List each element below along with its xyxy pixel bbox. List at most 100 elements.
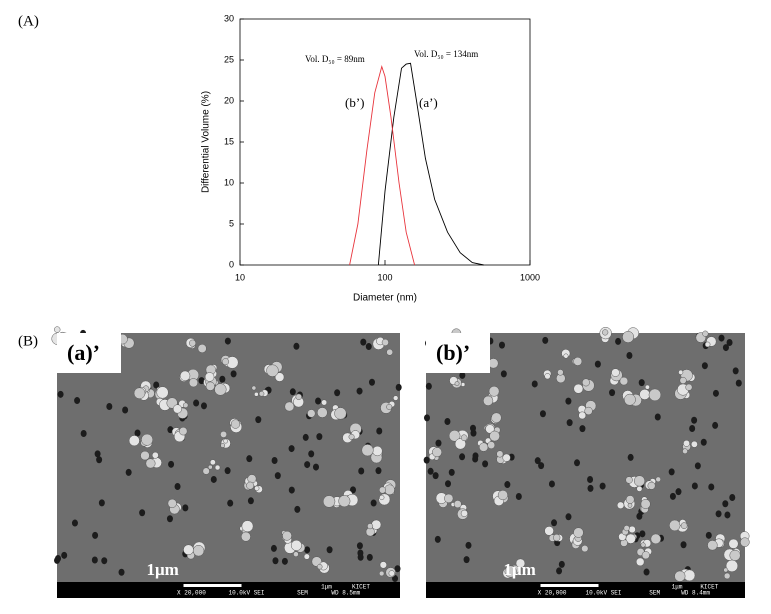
particle [189, 339, 197, 347]
pore [732, 367, 739, 375]
pore [691, 482, 698, 490]
pore [96, 456, 103, 464]
particle [728, 538, 739, 549]
image-label: (a)’ [67, 340, 100, 365]
particle [488, 385, 500, 397]
particle [740, 537, 750, 547]
particle [611, 368, 620, 377]
pore [356, 542, 363, 550]
pore [515, 492, 522, 500]
particle [379, 486, 386, 494]
particle [254, 485, 260, 491]
y-tick-label: 10 [224, 177, 234, 187]
particle [679, 376, 687, 384]
pore [316, 433, 323, 441]
info-text: 1μm [672, 584, 683, 591]
pore [71, 519, 78, 527]
pore [281, 557, 288, 565]
particle [379, 561, 387, 569]
pore [705, 531, 712, 539]
pore [315, 397, 322, 405]
plot-frame [239, 18, 531, 266]
particle [179, 370, 191, 381]
pore [360, 338, 367, 346]
particle [307, 409, 316, 418]
particle [378, 570, 385, 577]
particle [393, 395, 399, 401]
pore [626, 352, 633, 360]
particle [254, 392, 259, 397]
particle [680, 522, 688, 529]
pore [210, 475, 217, 483]
pore [712, 389, 719, 397]
pore [182, 504, 189, 512]
particle [483, 395, 494, 406]
info-text: X 20,000 [538, 590, 567, 597]
particle [156, 386, 169, 399]
particle [322, 495, 336, 508]
x-tick-label: 1000 [520, 272, 540, 282]
particle [644, 384, 650, 390]
pore [691, 416, 698, 424]
particle [432, 447, 442, 458]
particle [725, 559, 739, 573]
pore [724, 511, 731, 519]
particle [207, 464, 213, 470]
particle [282, 530, 292, 541]
pore [448, 468, 455, 476]
particle [209, 459, 216, 466]
particle [128, 435, 140, 447]
particle [348, 433, 355, 440]
pore [539, 410, 546, 418]
pore [394, 565, 401, 573]
particle [246, 481, 255, 490]
pore [638, 379, 645, 387]
particle [311, 556, 322, 567]
info-text: SEM [649, 590, 660, 597]
particle [230, 419, 241, 429]
particle [627, 503, 633, 508]
particle [690, 440, 698, 448]
pore [219, 375, 226, 383]
particle [241, 520, 254, 533]
pore [57, 390, 64, 398]
particle [167, 498, 177, 508]
pore [91, 556, 98, 564]
pore [271, 457, 278, 465]
particle [316, 407, 328, 418]
particle [581, 544, 589, 553]
pore [735, 379, 742, 387]
particle [628, 525, 636, 534]
pore [643, 568, 650, 576]
particle [372, 445, 383, 457]
pore [101, 557, 108, 565]
pore [193, 399, 200, 407]
particle [274, 372, 285, 382]
pore [729, 494, 736, 502]
particle [381, 338, 389, 346]
particle [489, 430, 500, 442]
pore [255, 416, 262, 424]
particle [485, 424, 495, 434]
particle [504, 565, 517, 578]
label-box [426, 333, 490, 373]
pore [459, 371, 466, 379]
pore [636, 512, 643, 520]
pore [198, 377, 205, 385]
particle [222, 358, 230, 366]
particle [367, 523, 374, 530]
particle [578, 411, 587, 420]
pore [435, 439, 442, 447]
particle [582, 378, 590, 387]
particle [502, 453, 511, 462]
pore [654, 413, 661, 421]
particle [544, 526, 554, 536]
particle [192, 544, 205, 557]
particle [321, 399, 328, 406]
pore [304, 461, 311, 469]
particle [188, 378, 199, 388]
series-label: (b’) [345, 95, 365, 110]
particle [683, 439, 690, 447]
pore [627, 453, 634, 461]
pore [680, 541, 687, 549]
